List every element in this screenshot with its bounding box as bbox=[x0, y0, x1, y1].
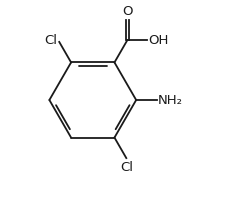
Text: O: O bbox=[122, 5, 133, 18]
Text: NH₂: NH₂ bbox=[158, 94, 183, 106]
Text: Cl: Cl bbox=[44, 34, 57, 47]
Text: Cl: Cl bbox=[120, 161, 133, 174]
Text: OH: OH bbox=[148, 34, 168, 47]
